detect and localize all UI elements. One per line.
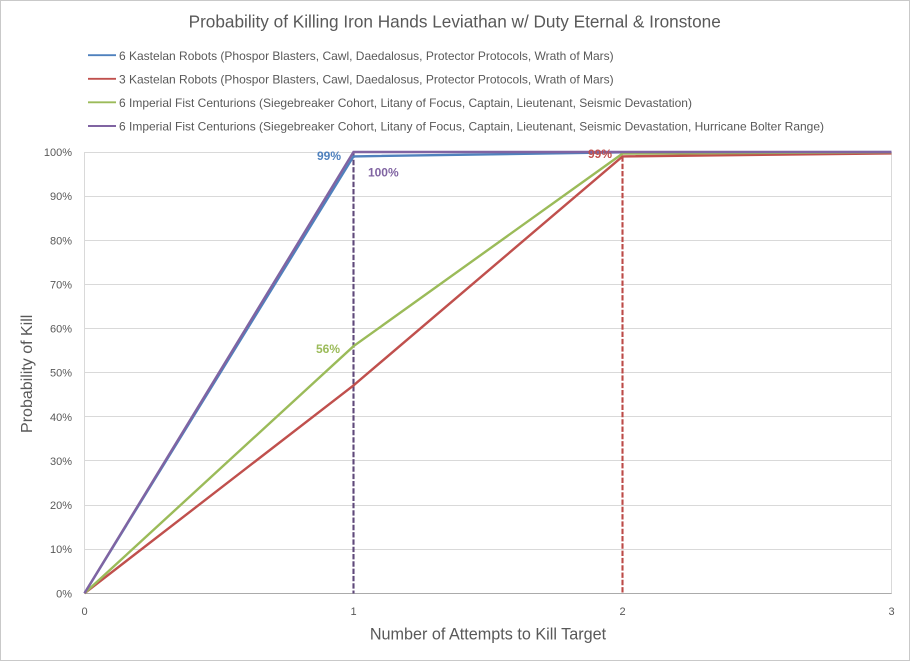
svg-text:99%: 99% [588, 147, 612, 161]
svg-text:Probability of Kill: Probability of Kill [19, 315, 36, 433]
svg-text:30%: 30% [50, 456, 72, 468]
svg-text:3 Kastelan Robots (Phospor Bla: 3 Kastelan Robots (Phospor Blasters, Caw… [119, 73, 614, 87]
svg-text:70%: 70% [50, 279, 72, 291]
svg-text:10%: 10% [50, 544, 72, 556]
svg-text:1: 1 [350, 606, 356, 618]
svg-text:100%: 100% [44, 147, 72, 159]
svg-text:Number of Attempts to Kill Tar: Number of Attempts to Kill Target [370, 625, 607, 643]
svg-text:90%: 90% [50, 191, 72, 203]
svg-text:Probability of Killing Iron Ha: Probability of Killing Iron Hands Leviat… [189, 11, 721, 31]
svg-text:99%: 99% [317, 149, 341, 163]
svg-text:50%: 50% [50, 368, 72, 380]
svg-text:6 Imperial Fist Centurions (Si: 6 Imperial Fist Centurions (Siegebreaker… [119, 120, 824, 134]
svg-text:80%: 80% [50, 235, 72, 247]
svg-text:0: 0 [81, 606, 87, 618]
svg-text:0%: 0% [56, 588, 72, 600]
svg-text:20%: 20% [50, 500, 72, 512]
svg-text:6 Kastelan Robots (Phospor Bla: 6 Kastelan Robots (Phospor Blasters, Caw… [119, 49, 614, 63]
svg-text:3: 3 [888, 606, 894, 618]
svg-text:60%: 60% [50, 324, 72, 336]
svg-text:2: 2 [619, 606, 625, 618]
svg-text:40%: 40% [50, 412, 72, 424]
svg-text:56%: 56% [316, 342, 340, 356]
svg-text:6 Imperial Fist Centurions (Si: 6 Imperial Fist Centurions (Siegebreaker… [119, 96, 692, 110]
svg-text:100%: 100% [368, 166, 399, 180]
